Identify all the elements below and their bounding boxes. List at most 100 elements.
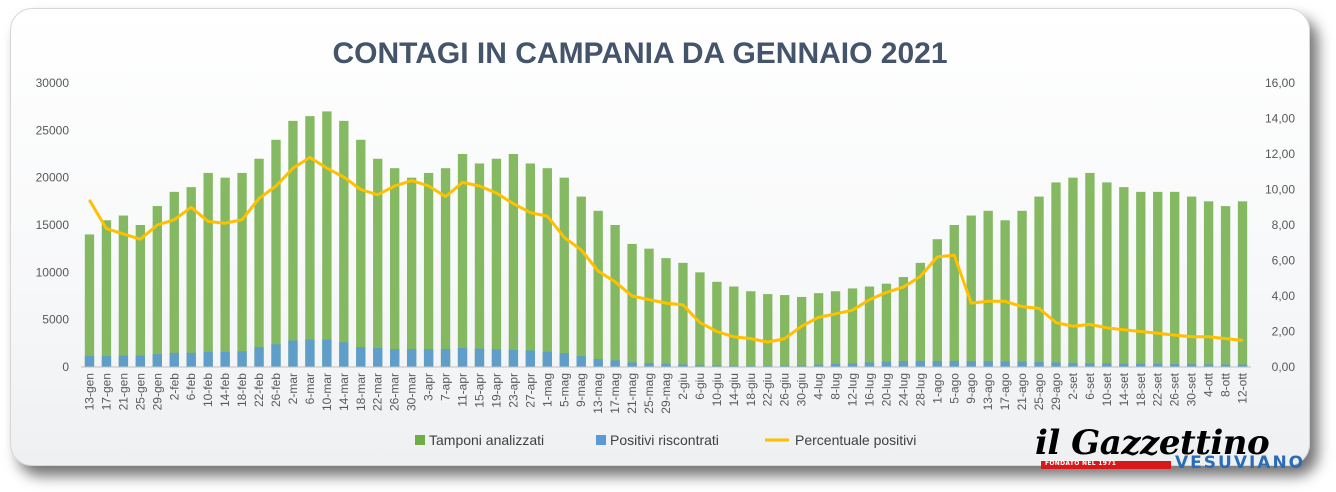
positivi-bar (1068, 362, 1078, 367)
x-tick-label: 21-gen (116, 373, 130, 410)
x-tick-label: 13-ago (981, 373, 995, 411)
tamponi-bar (322, 111, 332, 368)
positivi-bar (864, 362, 875, 367)
percentuale-point (529, 211, 532, 214)
percentuale-point (868, 298, 871, 301)
percentuale-point (359, 188, 362, 191)
gazzettino-logo: il Gazzettino FONDATO NEL 1971 VESUVIANO (1035, 423, 1303, 473)
x-tick-label: 30-mar (405, 373, 419, 411)
percentuale-point (648, 298, 650, 301)
tamponi-bar (1220, 206, 1231, 367)
tamponi-bar (729, 286, 739, 367)
logo-tagline: FONDATO NEL 1971 (1045, 460, 1117, 467)
positivi-bar (440, 349, 451, 367)
x-tick-label: 23-apr (506, 373, 520, 408)
percentuale-point (410, 179, 413, 182)
positivi-bar (305, 339, 315, 367)
positivi-bar (678, 364, 688, 367)
x-tick-label: 1-ago (930, 373, 944, 404)
positivi-bar (847, 363, 858, 367)
x-tick-label: 28-lug (913, 373, 927, 406)
tamponi-bar (983, 210, 993, 367)
y2-tick-label: 16,00 (1265, 76, 1295, 90)
percentuale-point (987, 300, 989, 303)
y2-tick-label: 10,00 (1265, 183, 1295, 197)
positivi-bar (1186, 364, 1197, 367)
positivi-bar (559, 353, 569, 367)
positivi-bar (796, 365, 807, 367)
x-tick-label: 24-lug (896, 373, 910, 406)
x-tick-label: 12-lug (846, 373, 860, 406)
positivi-bar (763, 365, 773, 367)
percentuale-point (682, 304, 684, 306)
tamponi-bar (101, 220, 112, 367)
x-tick-label: 18-set (1134, 372, 1148, 406)
tamponi-bar (678, 262, 688, 367)
tamponi-bar (1034, 196, 1044, 367)
x-tick-label: 2-giu (676, 373, 690, 400)
positivi-bar (373, 348, 383, 367)
percentuale-point (122, 233, 125, 235)
tamponi-bar (186, 187, 196, 367)
percentuale-point (851, 309, 854, 312)
positivi-bar (932, 360, 942, 367)
percentuale-line-layer (88, 156, 1244, 344)
x-tick-label: 22-mar (371, 373, 385, 411)
tamponi-bar (763, 294, 773, 367)
x-tick-label: 14-set (1117, 372, 1131, 406)
tamponi-bar (661, 258, 671, 367)
x-tick-label: 16-lug (862, 373, 876, 406)
y-tick-label: 25000 (36, 123, 70, 137)
positivi-bar (898, 361, 909, 367)
percentuale-point (580, 249, 583, 251)
percentuale-point (139, 238, 142, 240)
y-tick-label: 0 (62, 360, 69, 374)
percentuale-point (393, 185, 396, 187)
x-tick-label: 14-giu (727, 373, 741, 406)
positivi-bar (610, 360, 620, 367)
x-tick-label: 25-mag (642, 373, 656, 414)
x-tick-label: 26-feb (269, 373, 283, 407)
x-tick-label: 13-mag (591, 373, 605, 414)
percentuale-point (563, 236, 566, 239)
tamponi-bar (271, 139, 281, 367)
x-tick-label: 29-ago (1049, 373, 1063, 411)
x-tick-label: 10-mar (320, 373, 334, 411)
percentuale-point (749, 337, 752, 340)
tamponi-bar (1237, 201, 1248, 367)
tamponi-bar (593, 210, 603, 367)
positivi-bar (1017, 361, 1027, 367)
y-tick-label: 10000 (36, 265, 70, 279)
tamponi-bars (84, 111, 1248, 368)
x-tick-label: 13-gen (82, 373, 96, 410)
y2-tick-label: 14,00 (1265, 112, 1295, 126)
logo-subtitle: VESUVIANO (1175, 453, 1306, 473)
percentuale-point (444, 195, 447, 198)
x-tick-label: 2-set (1066, 372, 1080, 399)
positivi-bars (84, 339, 1248, 367)
positivi-bar (491, 349, 502, 367)
x-tick-label: 22-feb (252, 373, 266, 407)
positivi-bar (1220, 364, 1231, 367)
x-tick-label: 5-ago (947, 373, 961, 404)
positivi-bar (220, 351, 230, 367)
positivi-bar (271, 344, 281, 367)
tamponi-bar (695, 272, 705, 367)
percentuale-point (1004, 300, 1006, 303)
percentuale-point (970, 302, 973, 304)
positivi-bar (712, 365, 722, 367)
tamponi-bar (898, 277, 909, 367)
chart-title: CONTAGI IN CAMPANIA DA GENNAIO 2021 (332, 37, 947, 70)
x-tick-label: 11-apr (456, 373, 470, 407)
y-tick-label: 5000 (42, 313, 69, 327)
x-tick-label: 29-gen (150, 373, 164, 410)
positivi-bar (152, 354, 162, 367)
x-tick-label: 19-apr (489, 373, 503, 408)
percentuale-point (427, 185, 430, 187)
positivi-bar (135, 355, 146, 367)
x-tick-label: 29-mag (659, 373, 673, 414)
percentuale-point (1055, 321, 1057, 324)
positivi-bar (84, 356, 95, 367)
percentuale-point (495, 192, 498, 194)
positivi-bar (593, 358, 603, 367)
